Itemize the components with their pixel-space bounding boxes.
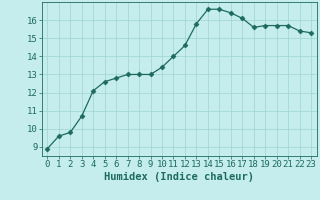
X-axis label: Humidex (Indice chaleur): Humidex (Indice chaleur) — [104, 172, 254, 182]
